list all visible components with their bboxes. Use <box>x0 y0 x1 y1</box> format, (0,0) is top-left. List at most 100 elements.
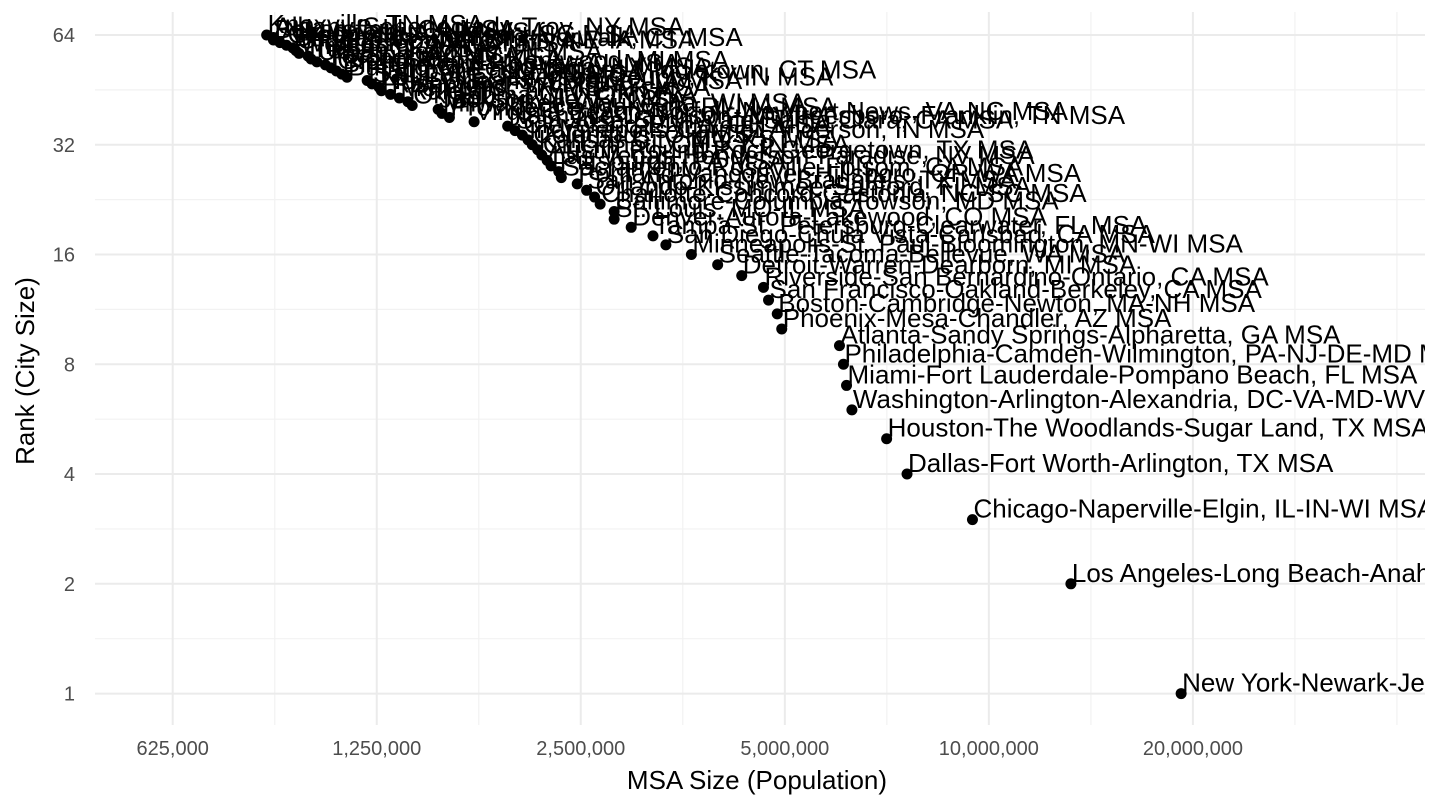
point-label: Cincinnati, OH-KY-IN MSA <box>543 129 850 159</box>
point-label: Atlanta-Sandy Springs-Alpharetta, GA MSA <box>840 320 1341 350</box>
data-point <box>763 294 775 306</box>
point-label: New York-Newark-Jersey City, NY-NJ-PA MS… <box>1182 668 1440 698</box>
point-label: Orlando-Kissimmee-Sanford, FL MSA <box>596 171 1032 201</box>
y-tick-label: 2 <box>64 574 75 596</box>
grid <box>95 12 1425 725</box>
point-label: Raleigh-Cary, NC MSA <box>409 76 675 106</box>
y-tick-label: 1 <box>64 684 75 706</box>
point-label: Detroit-Warren-Dearborn, MI MSA <box>743 250 1137 280</box>
point-label: Houston-The Woodlands-Sugar Land, TX MSA <box>888 413 1430 443</box>
point-label: St. Louis, MO-IL MSA <box>615 193 866 223</box>
point-label: Riverside-San Bernardino-Ontario, CA MSA <box>764 261 1269 291</box>
data-point <box>833 340 845 352</box>
data-point <box>594 198 606 210</box>
data-point <box>608 205 620 217</box>
point-label: Pittsburgh, PA MSA <box>560 146 787 176</box>
data-point <box>555 172 567 184</box>
point-label: Nashville-Davidson--Murfreesboro--Frankl… <box>509 100 1126 130</box>
data-point <box>1065 578 1077 590</box>
y-tick-label: 4 <box>64 464 75 486</box>
point-label: Cleveland-Elyria, OH MSA <box>523 109 830 139</box>
point-label: Denver-Aurora-Lakewood, CO MSA <box>632 201 1047 231</box>
point-label: Rochester, NY MSA <box>332 42 563 72</box>
data-point <box>468 116 480 128</box>
data-point <box>1175 688 1187 700</box>
data-point <box>406 100 418 112</box>
data-point <box>341 71 353 83</box>
data-point <box>837 358 849 370</box>
point-label: Bakersfield, CA MSA <box>274 14 516 44</box>
data-point <box>293 47 305 59</box>
point-label: Miami-Fort Lauderdale-Pompano Beach, FL … <box>848 359 1419 389</box>
point-label: New Orleans-Metairie, LA MSA <box>382 65 742 95</box>
data-point <box>966 514 978 526</box>
point-label: Columbus, OH MSA <box>533 119 768 149</box>
x-tick-label: 5,000,000 <box>740 738 829 760</box>
point-label: Albuquerque, NM MSA <box>281 17 548 47</box>
point-label: San Diego-Chula Vista-Carlsbad, CA MSA <box>667 219 1156 249</box>
data-points <box>261 29 1187 700</box>
point-label: Philadelphia-Camden-Wilmington, PA-NJ-DE… <box>844 338 1440 368</box>
point-label: Baltimore-Columbia-Towson, MD MSA <box>615 185 1059 215</box>
data-point <box>581 184 593 196</box>
point-label: Birmingham-Hoover, AL MSA <box>343 48 681 78</box>
data-point <box>385 88 397 100</box>
point-label: San Antonio-New Braunfels, TX MSA <box>588 164 1017 194</box>
x-tick-label: 2,500,000 <box>536 738 625 760</box>
data-point <box>393 92 405 104</box>
point-label: Hartford-East Hartford-Middletown, CT MS… <box>368 55 877 85</box>
point-label: Salt Lake City, UT MSA <box>373 58 644 88</box>
data-point <box>841 379 853 391</box>
point-label: Milwaukee-Waukesha, WI MSA <box>443 87 807 117</box>
point-label: Boston-Cambridge-Newton, MA-NH MSA <box>778 288 1255 318</box>
data-point <box>545 160 557 172</box>
point-label: Tucson, AZ MSA <box>326 39 521 69</box>
point-label: Washington-Arlington-Alexandria, DC-VA-M… <box>853 384 1440 414</box>
y-tick-label: 64 <box>53 25 75 47</box>
data-point <box>757 281 769 293</box>
y-tick-label: 16 <box>53 245 75 267</box>
data-point <box>660 239 672 251</box>
point-label: Austin-Round Rock-Georgetown, TX MSA <box>548 134 1034 164</box>
point-label: Sacramento-Roseville-Folsom, CA MSA <box>562 152 1024 182</box>
data-point <box>571 178 583 190</box>
point-label: Greenville-Anderson, SC MSA <box>288 19 640 49</box>
x-tick-label: 20,000,000 <box>1143 738 1243 760</box>
point-label: Fresno, CA MSA <box>309 30 503 60</box>
y-axis-title: Rank (City Size) <box>10 277 40 465</box>
point-label: Tampa-St. Petersburg-Clearwater, FL MSA <box>654 210 1148 240</box>
point-label: Phoenix-Mesa-Chandler, AZ MSA <box>783 303 1172 333</box>
x-tick-label: 10,000,000 <box>939 738 1039 760</box>
point-label: Omaha-Council Bluffs, NE-IA MSA <box>297 25 696 55</box>
point-label: Dallas-Fort Worth-Arlington, TX MSA <box>908 448 1334 478</box>
point-label: Virginia Beach-Norfolk-Newport News, VA-… <box>475 96 1069 126</box>
point-label: San Jose-Sunnyvale-Santa Clara, CA MSA <box>516 105 1014 135</box>
point-label: Minneapolis-St. Paul-Bloomington, MN-WI … <box>692 229 1243 259</box>
point-label: Bridgeport-Stamford-Norwalk, CT MSA <box>294 22 744 52</box>
point-label: Los Angeles-Long Beach-Anaheim, CA MSA <box>1072 558 1440 588</box>
data-point <box>443 112 455 124</box>
point-label: Indianapolis-Carmel-Anderson, IN MSA <box>529 114 985 144</box>
data-point <box>901 468 913 480</box>
point-label: Chicago-Naperville-Elgin, IL-IN-WI MSA <box>973 494 1435 524</box>
axis-ticks: 625,000 1,250,000 2,500,000 5,000,000 10,000… <box>53 25 1243 760</box>
point-label: Jacksonville, FL MSA <box>439 83 687 113</box>
point-label: Providence-Warwick, RI-MA MSA <box>450 92 837 122</box>
point-labels: Knoxville, TN MSAAlbany-Schenectady-Troy… <box>268 9 1440 698</box>
point-label: Memphis, TN-MS-AR MSA <box>400 72 711 102</box>
point-label: Portland-Vancouver-Hillsboro, OR-WA MSA <box>578 158 1081 188</box>
data-point <box>685 249 697 261</box>
point-label: Louisville/Jefferson County, KY-IN MSA <box>380 61 834 91</box>
point-label: Charlotte-Concord-Gastonia, NC-SC MSA <box>601 178 1087 208</box>
point-label: San Francisco-Oakland-Berkeley, CA MSA <box>770 274 1263 304</box>
data-point <box>771 308 783 320</box>
point-label: Oklahoma City, OK MSA <box>413 80 698 110</box>
data-point <box>625 221 637 233</box>
point-label: Tulsa, OK MSA <box>312 33 491 63</box>
x-tick-label: 625,000 <box>137 738 209 760</box>
data-point <box>736 270 748 282</box>
point-label: Worcester, MA-CT MSA <box>300 27 577 57</box>
point-label: Kansas City, MO-KS MSA <box>539 124 840 154</box>
point-label: Urban Honolulu, HI MSA <box>318 36 603 66</box>
